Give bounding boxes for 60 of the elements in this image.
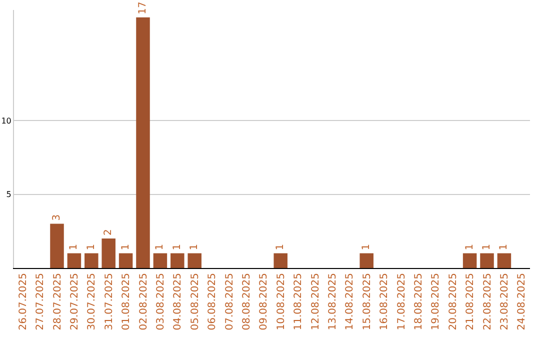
bar	[462, 253, 477, 268]
x-tick-label: 14.08.2025	[344, 273, 356, 330]
x-tick-label: 06.08.2025	[207, 273, 218, 330]
bar	[497, 253, 512, 268]
x-tick-label: 22.08.2025	[482, 273, 494, 330]
x-tick-label: 30.07.2025	[86, 273, 98, 330]
data-label: 1	[482, 244, 492, 250]
x-tick-label: 07.08.2025	[224, 273, 236, 330]
data-label: 1	[464, 244, 476, 250]
data-label: 1	[172, 244, 183, 250]
data-label: 1	[498, 244, 510, 250]
data-label: 1	[361, 244, 372, 250]
x-tick-label: 09.08.2025	[258, 273, 270, 330]
bar	[84, 253, 98, 268]
x-tick-label: 20.08.2025	[448, 273, 459, 330]
bar	[50, 224, 64, 268]
bar	[480, 253, 494, 268]
data-label: 3	[52, 214, 62, 221]
x-tick-label: 08.08.2025	[241, 273, 252, 330]
bar	[170, 253, 184, 268]
x-tick-label: 10.08.2025	[276, 273, 287, 330]
bar	[118, 253, 133, 268]
x-tick-label: 21.08.2025	[465, 273, 476, 330]
x-tick-label: 18.08.2025	[413, 273, 424, 330]
x-tick-label: 11.08.2025	[293, 273, 304, 330]
data-label: 1	[120, 244, 132, 250]
bar	[274, 253, 288, 268]
bar	[67, 253, 82, 268]
data-label: 2	[103, 229, 114, 236]
x-tick-label: 26.07.2025	[18, 273, 29, 330]
bar	[188, 253, 202, 268]
x-tick-label: 12.08.2025	[310, 273, 322, 330]
data-label: 1	[68, 244, 80, 250]
y-tick-label: 10	[1, 116, 12, 126]
data-label: 1	[189, 244, 200, 250]
bar	[360, 253, 374, 268]
bar	[102, 238, 116, 268]
x-tick-label: 24.08.2025	[516, 273, 528, 330]
x-tick-label: 23.08.2025	[499, 273, 510, 330]
x-tick-label: 04.08.2025	[172, 273, 184, 330]
x-tick-label: 15.08.2025	[362, 273, 373, 330]
bar	[153, 253, 168, 268]
x-tick-label: 17.08.2025	[396, 273, 408, 330]
x-tick-label: 03.08.2025	[155, 273, 166, 330]
bar	[136, 17, 150, 268]
data-label: 1	[154, 244, 166, 250]
data-label: 1	[275, 244, 286, 250]
x-tick-label: 19.08.2025	[430, 273, 442, 330]
x-tick-label: 29.07.2025	[69, 273, 80, 330]
x-tick-label: 13.08.2025	[327, 273, 338, 330]
y-tick-label: 5	[6, 190, 12, 200]
x-tick-label: 27.07.2025	[35, 273, 46, 330]
data-label: 17	[138, 2, 148, 14]
x-tick-label: 01.08.2025	[121, 273, 132, 330]
x-tick-label: 31.07.2025	[104, 273, 115, 330]
x-tick-label: 02.08.2025	[138, 273, 150, 330]
x-tick-label: 05.08.2025	[190, 273, 201, 330]
x-tick-label: 16.08.2025	[379, 273, 390, 330]
x-tick-label: 28.07.2025	[52, 273, 64, 330]
data-label: 1	[86, 244, 97, 250]
